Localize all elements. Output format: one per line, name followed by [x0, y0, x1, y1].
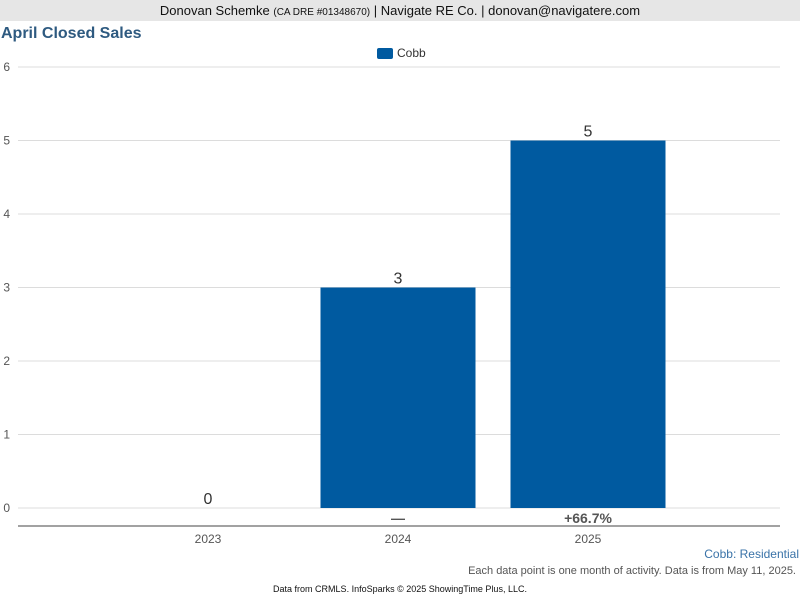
- data-label-2025: 5: [584, 124, 593, 141]
- data-label-2023: 0: [204, 491, 213, 508]
- data-label-2024: 3: [394, 271, 403, 288]
- x-tick-label-2024: 2024: [385, 532, 412, 546]
- agent-license: (CA DRE #01348670): [273, 7, 371, 18]
- x-tick-label-2025: 2025: [575, 532, 602, 546]
- agent-name: Donovan Schemke: [159, 3, 270, 18]
- y-tick-label-1: 1: [3, 428, 10, 442]
- y-tick-label-2: 2: [3, 354, 10, 368]
- x-axis-ticks: 2023 2024 2025: [195, 532, 602, 546]
- change-label-2024: —: [391, 510, 405, 526]
- series-footer-label: Cobb: Residential: [704, 547, 799, 561]
- x-tick-label-2023: 2023: [195, 532, 222, 546]
- bars: [320, 140, 666, 508]
- bar-2025: [510, 140, 666, 508]
- chart-legend[interactable]: Cobb: [377, 45, 426, 61]
- y-tick-label-4: 4: [3, 207, 10, 221]
- y-axis-ticks: 0 1 2 3 4 5 6: [3, 60, 10, 515]
- y-tick-label-0: 0: [3, 501, 10, 515]
- data-note: Each data point is one month of activity…: [468, 565, 796, 577]
- data-labels: 0 3 5: [204, 124, 593, 509]
- legend-label-cobb: Cobb: [397, 46, 426, 60]
- agent-banner: Donovan Schemke (CA DRE #01348670) | Nav…: [0, 0, 800, 21]
- bar-2024: [320, 287, 476, 508]
- y-tick-label-3: 3: [3, 281, 10, 295]
- chart-title: April Closed Sales: [1, 25, 142, 42]
- data-source: Data from CRMLS. InfoSparks © 2025 Showi…: [273, 584, 527, 594]
- y-tick-label-5: 5: [3, 134, 10, 148]
- legend-swatch-cobb: [377, 47, 393, 59]
- agent-company-email: | Navigate RE Co. | donovan@navigatere.c…: [373, 3, 641, 18]
- change-labels: — +66.7%: [391, 510, 612, 526]
- change-label-2025: +66.7%: [564, 510, 612, 526]
- y-tick-label-6: 6: [3, 60, 10, 74]
